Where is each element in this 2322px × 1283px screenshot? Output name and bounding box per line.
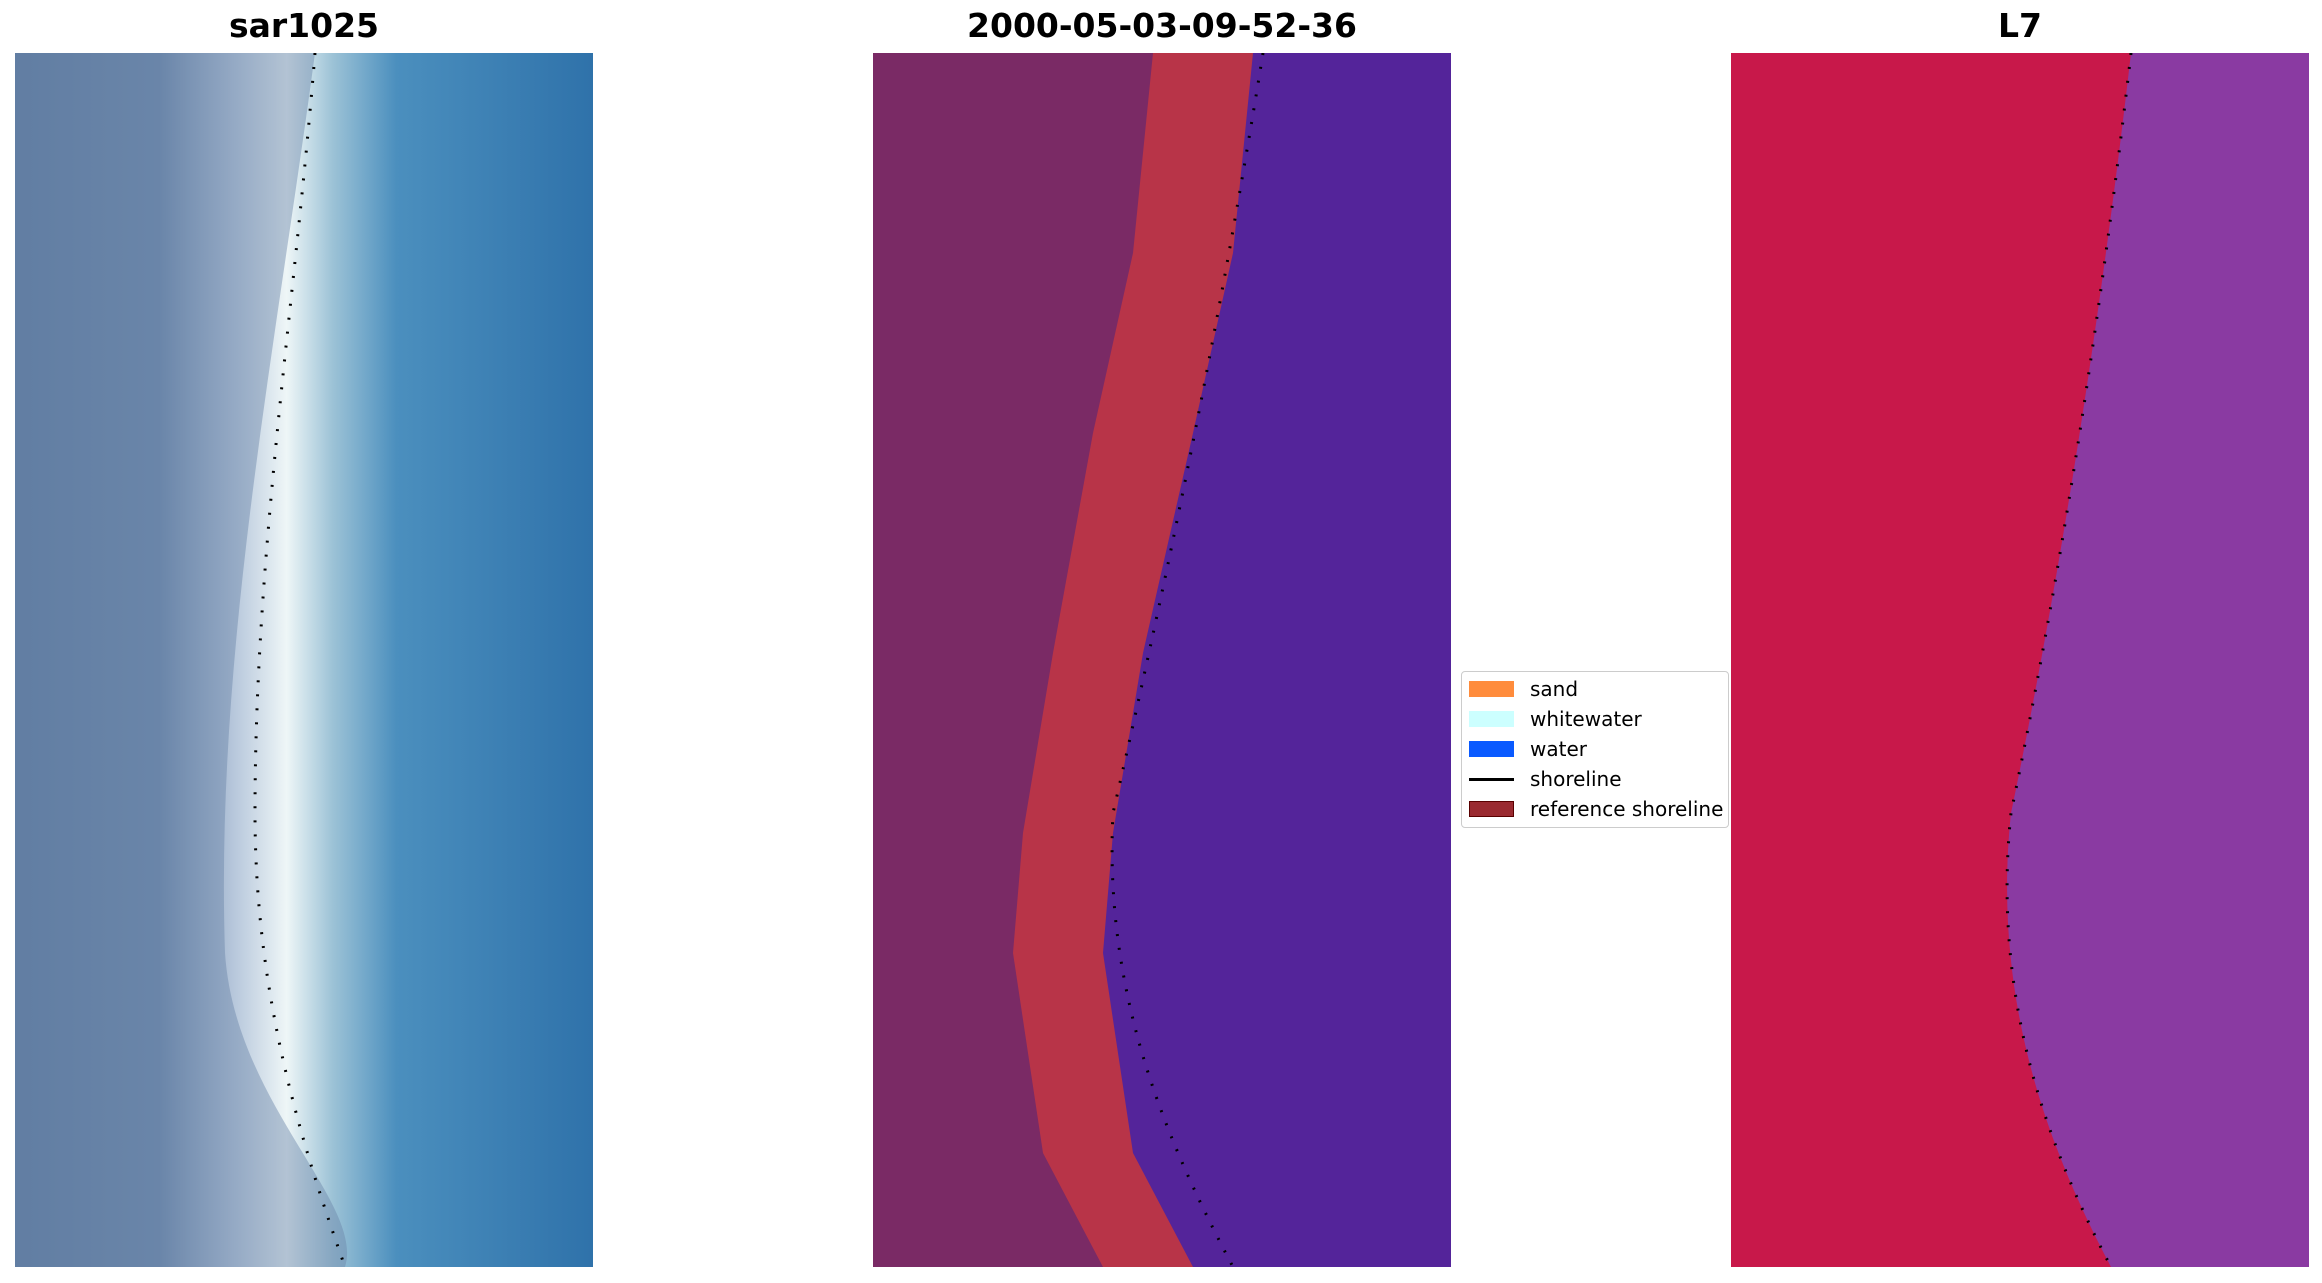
mndwi-land [1731,53,2131,1267]
legend-swatch-water [1469,741,1514,757]
legend-line-shoreline [1469,777,1514,781]
classification-image [873,53,1451,1267]
rgb-image [15,53,593,1267]
legend-label-whitewater: whitewater [1530,707,1642,731]
panel-title-rgb: sar1025 [228,6,380,45]
classification-panel [873,53,1451,1267]
panel-title-mndwi: L7 [1998,6,2042,45]
legend-label-sand: sand [1530,677,1579,701]
panel-title-classification: 2000-05-03-09-52-36 [967,6,1357,45]
rgb-land-overlay [15,53,348,1267]
classification-land [873,53,1153,1267]
rgb-image-panel [15,53,593,1267]
legend-item-reference-shoreline: reference shoreline [1469,796,1723,822]
mndwi-shoreline [2005,53,2133,1267]
legend-label-shoreline: shoreline [1530,767,1622,791]
legend-swatch-whitewater [1469,711,1514,727]
legend-label-water: water [1530,737,1587,761]
legend-swatch-reference-shoreline [1469,801,1514,817]
legend: sand whitewater water shoreline referenc… [1461,671,1729,828]
mndwi-image [1731,53,2309,1267]
legend-item-water: water [1469,736,1587,762]
legend-label-reference-shoreline: reference shoreline [1530,797,1724,821]
mndwi-panel [1731,53,2309,1267]
legend-item-shoreline: shoreline [1469,766,1622,792]
legend-item-whitewater: whitewater [1469,706,1642,732]
legend-swatch-sand [1469,681,1514,697]
legend-item-sand: sand [1469,676,1578,702]
rgb-image-fill [15,53,593,1267]
